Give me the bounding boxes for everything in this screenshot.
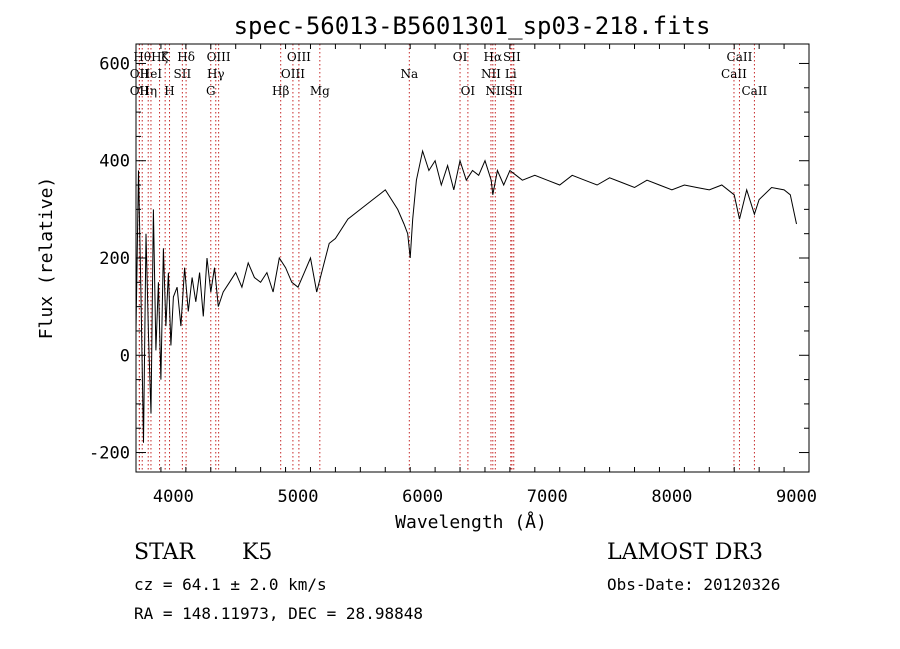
redshift-velocity: cz = 64.1 ± 2.0 km/s [134, 575, 327, 594]
x-tick-label: 5000 [278, 487, 319, 507]
y-tick-label: 400 [99, 152, 130, 172]
x-tick-label: 7000 [527, 487, 568, 507]
survey-name: LAMOST DR3 [607, 540, 763, 565]
line-marker-label: Na [400, 67, 418, 81]
line-marker-label: Li [505, 67, 517, 81]
line-marker-label: Mg [310, 84, 330, 98]
y-tick-label: 0 [120, 346, 130, 366]
line-marker-label: Hη [139, 84, 157, 98]
line-marker-label: OII [130, 67, 150, 81]
y-tick-label: 200 [99, 249, 130, 269]
line-marker-label: OI [453, 50, 468, 64]
line-marker-label: K [161, 50, 171, 64]
object-class: STAR [134, 540, 195, 565]
line-marker-label: OI [461, 84, 476, 98]
chart-title: spec-56013-B5601301_sp03-218.fits [234, 12, 711, 40]
y-tick-label: 600 [99, 54, 130, 74]
y-tick-label: -200 [89, 444, 130, 464]
axis-ticks [135, 44, 810, 472]
coordinates: RA = 148.11973, DEC = 28.98848 [134, 604, 423, 623]
plot-frame [135, 43, 810, 473]
flux-series-line [135, 149, 797, 443]
line-marker-label: Hα [484, 50, 503, 64]
line-marker-label: OII [130, 84, 150, 98]
observation-date: Obs-Date: 20120326 [607, 575, 781, 594]
line-marker-label: SII [174, 67, 192, 81]
y-axis-label: Flux (relative) [36, 177, 57, 340]
axis-tick-labels: 4000 5000 6000 7000 8000 9000 -200 0 200 400 600 [89, 54, 817, 507]
line-marker-label: H [164, 84, 174, 98]
line-marker-label: Hζ [151, 50, 168, 64]
line-marker-label: SII [503, 50, 521, 64]
line-marker-label: OIII [287, 50, 311, 64]
line-marker-label: G [206, 84, 216, 98]
line-marker-label: OIII [207, 50, 231, 64]
line-marker-label: Hδ [177, 50, 195, 64]
line-marker-label: CaII [721, 67, 747, 81]
line-marker-label: CaII [741, 84, 767, 98]
emission-line-markers [138, 44, 755, 472]
emission-line-labels: OIIOIIHθHηHeIHζKHSIIHδGHγOIIIHβOIIIOIIIM… [130, 50, 768, 98]
line-marker-label: NII [485, 84, 505, 98]
line-marker-label: OIII [281, 67, 305, 81]
line-marker-label: SII [505, 84, 523, 98]
x-tick-label: 6000 [402, 487, 443, 507]
x-axis-label: Wavelength (Å) [395, 511, 547, 533]
x-tick-label: 8000 [651, 487, 692, 507]
x-tick-label: 4000 [153, 487, 194, 507]
line-marker-label: NII [481, 67, 501, 81]
line-marker-label: HeI [140, 67, 163, 81]
line-marker-label: Hγ [207, 67, 225, 81]
object-subclass: K5 [242, 540, 273, 565]
line-marker-label: CaII [727, 50, 753, 64]
line-marker-label: Hθ [133, 50, 151, 64]
x-tick-label: 9000 [776, 487, 817, 507]
line-marker-label: Hβ [272, 84, 289, 98]
